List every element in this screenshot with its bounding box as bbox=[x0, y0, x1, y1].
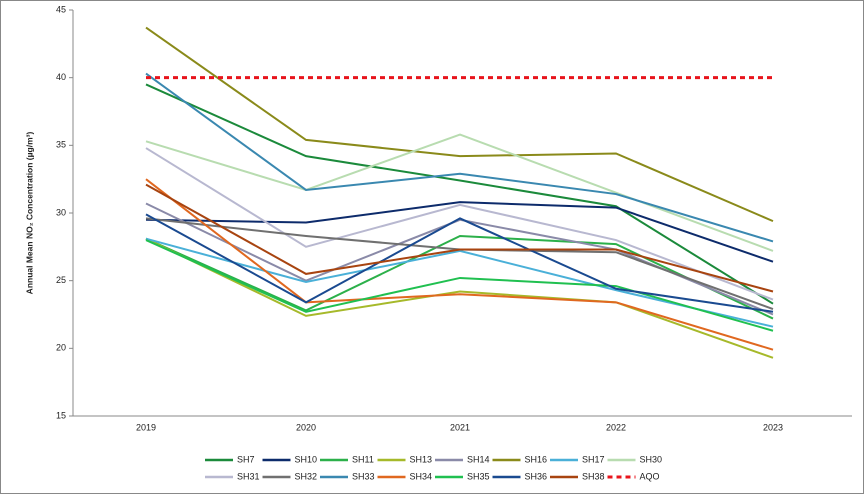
legend-label: SH35 bbox=[467, 471, 490, 481]
legend-label: SH11 bbox=[352, 454, 374, 464]
series-line bbox=[145, 237, 774, 328]
series-line bbox=[145, 237, 774, 359]
series-line bbox=[145, 83, 774, 305]
x-tick-label: 2023 bbox=[763, 422, 783, 432]
y-tick-label: 40 bbox=[56, 72, 66, 82]
series-line bbox=[145, 201, 774, 263]
legend-label: SH17 bbox=[582, 454, 605, 464]
legend-label: SH13 bbox=[410, 454, 433, 464]
legend-label: SH38 bbox=[582, 471, 605, 481]
y-tick-label: 25 bbox=[56, 275, 66, 285]
legend-label: SH36 bbox=[525, 471, 548, 481]
x-tick-label: 2019 bbox=[136, 422, 156, 432]
series-line bbox=[145, 72, 774, 243]
series-line bbox=[145, 178, 774, 351]
y-tick-label: 15 bbox=[56, 410, 66, 420]
legend-label: SH16 bbox=[525, 454, 548, 464]
legend-label: SH32 bbox=[295, 471, 318, 481]
x-tick-label: 2022 bbox=[606, 422, 626, 432]
y-axis-title: Annual Mean NO₂ Concentration (µg/m³) bbox=[24, 132, 34, 295]
series-line bbox=[145, 183, 774, 293]
series-line bbox=[145, 147, 774, 301]
x-tick-label: 2020 bbox=[296, 422, 316, 432]
legend-label: SH33 bbox=[352, 471, 375, 481]
series-line bbox=[145, 26, 774, 223]
y-tick-label: 45 bbox=[56, 4, 66, 14]
series-line bbox=[145, 239, 774, 332]
y-tick-label: 35 bbox=[56, 140, 66, 150]
legend-label: SH10 bbox=[295, 454, 318, 464]
series-line bbox=[145, 133, 774, 252]
series-line bbox=[145, 213, 774, 313]
x-tick-label: 2021 bbox=[450, 422, 470, 432]
legend-label: SH34 bbox=[410, 471, 433, 481]
legend-label: SH30 bbox=[640, 454, 663, 464]
y-tick-label: 30 bbox=[56, 207, 66, 217]
y-tick-label: 20 bbox=[56, 343, 66, 353]
legend-label: AQO bbox=[640, 471, 660, 481]
legend-label: SH7 bbox=[237, 454, 255, 464]
legend-label: SH14 bbox=[467, 454, 490, 464]
series-line bbox=[145, 234, 774, 320]
legend-label: SH31 bbox=[237, 471, 260, 481]
